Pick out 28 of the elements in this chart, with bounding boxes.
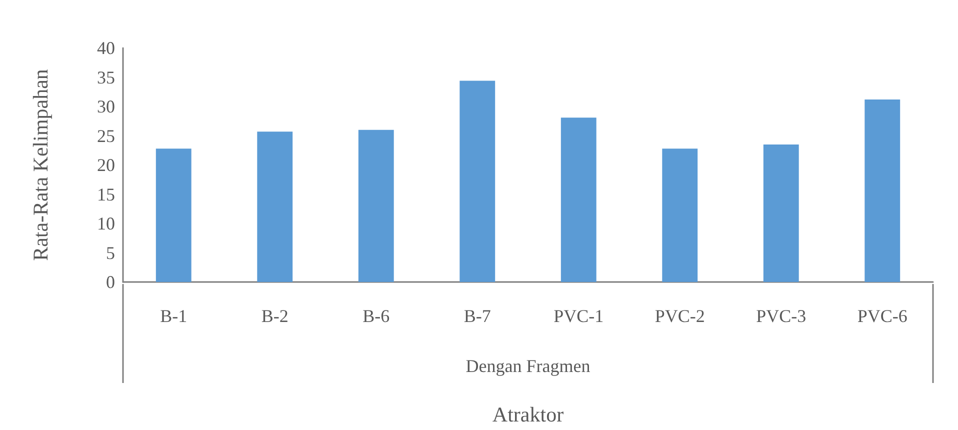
x-tick-label: B-2	[261, 306, 288, 326]
x-tick-label: B-7	[464, 306, 491, 326]
bar	[864, 99, 900, 282]
bar	[763, 144, 799, 282]
x-tick-label: PVC-1	[554, 306, 604, 326]
x-tick-label: PVC-3	[756, 306, 806, 326]
y-tick-label: 30	[97, 96, 115, 116]
y-tick-label: 40	[97, 38, 115, 58]
x-tick-label: B-1	[160, 306, 188, 326]
y-tick-label: 0	[106, 272, 115, 292]
bar	[560, 118, 596, 282]
bar	[156, 148, 192, 282]
y-axis-title: Rata-Rata Kelimpahan	[28, 68, 52, 261]
y-tick-label: 35	[97, 67, 115, 88]
x-axis-title: Atraktor	[492, 402, 564, 426]
bar	[460, 80, 496, 282]
y-tick-label: 10	[97, 214, 115, 234]
bar	[662, 148, 698, 282]
y-tick-label: 15	[97, 184, 115, 204]
x-tick-label: PVC-6	[857, 306, 908, 326]
text: Dengan Fragmen	[466, 356, 590, 376]
bar	[257, 132, 293, 282]
y-tick-label: 5	[106, 242, 115, 263]
x-tick-label: PVC-2	[654, 306, 705, 326]
bar	[358, 130, 394, 282]
x-tick-label: B-6	[362, 306, 390, 326]
y-tick-label: 20	[97, 155, 115, 175]
y-tick-label: 25	[97, 126, 115, 146]
